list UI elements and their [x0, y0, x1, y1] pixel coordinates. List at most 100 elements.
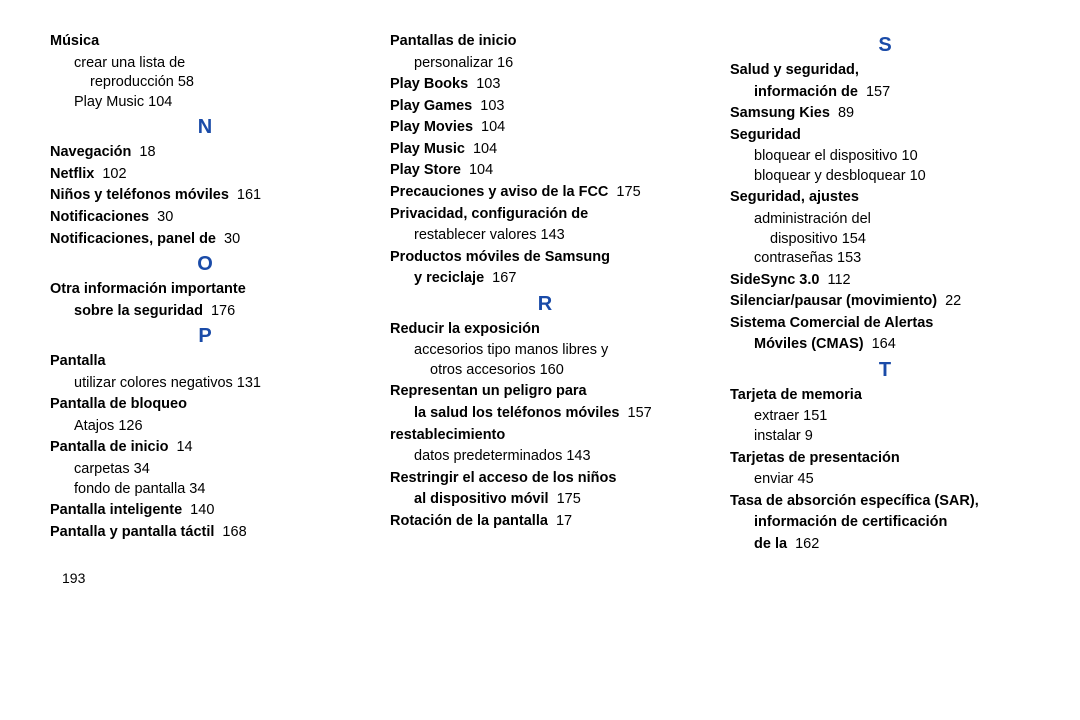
index-term: Navegación	[50, 144, 131, 160]
index-column-3: SSalud y seguridad,información de 157Sam…	[730, 30, 1040, 586]
index-term: Notificaciones, panel de	[50, 231, 216, 247]
index-entry: Play Books 103	[390, 75, 700, 95]
index-page-ref: 157	[862, 84, 890, 100]
index-page-ref: 176	[207, 303, 235, 319]
index-entry: Pantalla	[50, 352, 360, 372]
index-entry: información de certificación	[754, 513, 1040, 533]
index-term: Pantallas de inicio	[390, 33, 517, 49]
index-term: sobre la seguridad	[74, 303, 203, 319]
index-term: Tarjeta de memoria	[730, 387, 862, 403]
index-entry: SideSync 3.0 112	[730, 271, 1040, 291]
index-term: Productos móviles de Samsung	[390, 249, 610, 265]
index-term: y reciclaje	[414, 270, 484, 286]
index-page-ref: 168	[218, 524, 246, 540]
index-page-ref: 175	[612, 184, 640, 200]
index-term: Rotación de la pantalla	[390, 513, 548, 529]
index-entry: Restringir el acceso de los niños	[390, 469, 700, 489]
index-term: Sistema Comercial de Alertas	[730, 315, 933, 331]
index-term: Netflix	[50, 166, 94, 182]
page-number: 193	[50, 570, 360, 586]
index-entry: Pantalla de inicio 14	[50, 438, 360, 458]
index-entry: Seguridad	[730, 126, 1040, 146]
index-page-ref: 103	[472, 76, 500, 92]
index-page-ref: 104	[469, 141, 497, 157]
index-term: al dispositivo móvil	[414, 491, 549, 507]
index-entry: Notificaciones, panel de 30	[50, 230, 360, 250]
index-term: Salud y seguridad,	[730, 62, 859, 78]
index-term: SideSync 3.0	[730, 272, 819, 288]
index-sub-entry: Play Music 104	[74, 93, 360, 113]
index-page-ref: 175	[553, 491, 581, 507]
index-sub-entry: Atajos 126	[74, 417, 360, 437]
index-entry: Rotación de la pantalla 17	[390, 512, 700, 532]
index-sub-entry: enviar 45	[754, 470, 1040, 490]
index-sub-entry: restablecer valores 143	[414, 226, 700, 246]
index-sub-entry: bloquear y desbloquear 10	[754, 167, 1040, 187]
index-term: Música	[50, 33, 99, 49]
index-letter-header: O	[50, 253, 360, 276]
index-term: de la	[754, 536, 787, 552]
index-term: Silenciar/pausar (movimiento)	[730, 293, 937, 309]
index-entry: Otra información importante	[50, 280, 360, 300]
index-term: Tarjetas de presentación	[730, 450, 900, 466]
index-sub-entry: fondo de pantalla 34	[74, 480, 360, 500]
index-term: Notificaciones	[50, 209, 149, 225]
index-entry: restablecimiento	[390, 426, 700, 446]
index-entry: Reducir la exposición	[390, 320, 700, 340]
index-term: Pantalla de bloqueo	[50, 396, 187, 412]
index-term: Precauciones y aviso de la FCC	[390, 184, 608, 200]
index-entry: Seguridad, ajustes	[730, 188, 1040, 208]
index-term: Samsung Kies	[730, 105, 830, 121]
index-entry: Play Games 103	[390, 97, 700, 117]
index-entry: y reciclaje 167	[414, 269, 700, 289]
index-letter-header: N	[50, 116, 360, 139]
index-sub-entry: datos predeterminados 143	[414, 447, 700, 467]
index-term: Reducir la exposición	[390, 321, 540, 337]
index-entry: Navegación 18	[50, 143, 360, 163]
index-page: Músicacrear una lista dereproducción 58P…	[0, 0, 1080, 606]
index-sub-entry: dispositivo 154	[770, 230, 1040, 250]
index-term: Tasa de absorción específica (SAR),	[730, 493, 979, 509]
index-page-ref: 103	[476, 98, 504, 114]
index-page-ref: 102	[98, 166, 126, 182]
index-entry: Samsung Kies 89	[730, 104, 1040, 124]
index-entry: Silenciar/pausar (movimiento) 22	[730, 292, 1040, 312]
index-term: Seguridad, ajustes	[730, 189, 859, 205]
index-entry: Pantalla y pantalla táctil 168	[50, 523, 360, 543]
index-page-ref: 162	[791, 536, 819, 552]
index-entry: Pantallas de inicio	[390, 32, 700, 52]
index-entry: Notificaciones 30	[50, 208, 360, 228]
index-sub-entry: instalar 9	[754, 427, 1040, 447]
index-sub-entry: bloquear el dispositivo 10	[754, 147, 1040, 167]
index-page-ref: 157	[623, 405, 651, 421]
index-term: información de certificación	[754, 514, 947, 530]
index-term: Pantalla de inicio	[50, 439, 168, 455]
index-column-1: Músicacrear una lista dereproducción 58P…	[50, 30, 360, 586]
index-page-ref: 18	[135, 144, 155, 160]
index-term: Seguridad	[730, 127, 801, 143]
index-sub-entry: administración del	[754, 210, 1040, 230]
index-sub-entry: reproducción 58	[90, 73, 360, 93]
index-page-ref: 30	[153, 209, 173, 225]
index-term: Play Movies	[390, 119, 473, 135]
index-entry: Netflix 102	[50, 165, 360, 185]
index-term: Privacidad, configuración de	[390, 206, 588, 222]
index-term: la salud los teléfonos móviles	[414, 405, 619, 421]
index-entry: sobre la seguridad 176	[74, 302, 360, 322]
index-term: Móviles (CMAS)	[754, 336, 864, 352]
index-entry: Play Music 104	[390, 140, 700, 160]
index-term: Pantalla	[50, 353, 106, 369]
index-entry: información de 157	[754, 83, 1040, 103]
index-entry: Sistema Comercial de Alertas	[730, 314, 1040, 334]
index-entry: Play Movies 104	[390, 118, 700, 138]
index-entry: al dispositivo móvil 175	[414, 490, 700, 510]
index-term: Pantalla y pantalla táctil	[50, 524, 214, 540]
index-entry: Pantalla de bloqueo	[50, 395, 360, 415]
index-entry: Play Store 104	[390, 161, 700, 181]
index-term: Play Music	[390, 141, 465, 157]
index-entry: Tasa de absorción específica (SAR),	[730, 492, 1040, 512]
index-sub-entry: contraseñas 153	[754, 249, 1040, 269]
index-page-ref: 167	[488, 270, 516, 286]
index-letter-header: R	[390, 293, 700, 316]
index-term: Play Store	[390, 162, 461, 178]
